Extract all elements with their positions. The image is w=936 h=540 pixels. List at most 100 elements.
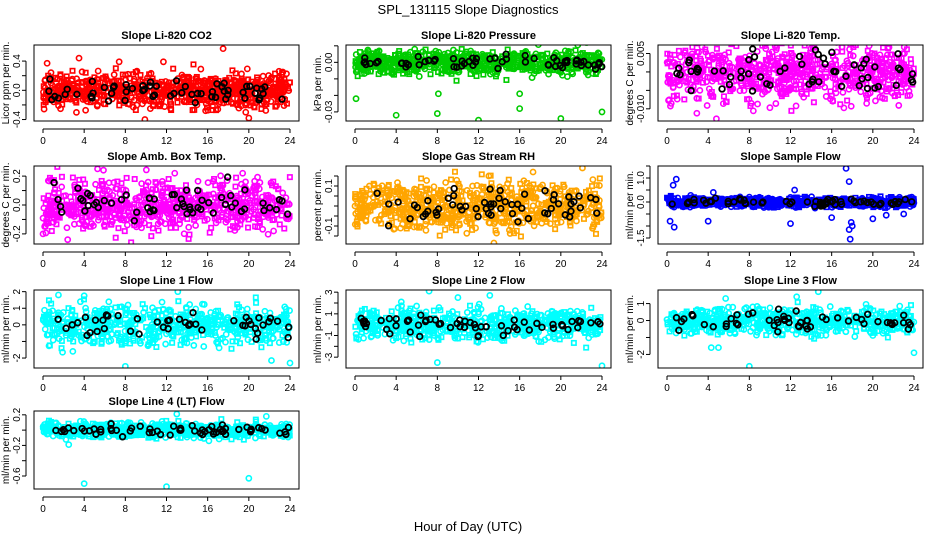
x-tick-label: 8: [747, 259, 753, 270]
data-point: [377, 199, 384, 206]
data-point: [137, 201, 145, 209]
highlight-point: [811, 46, 820, 54]
data-point: [54, 76, 61, 83]
outlier-point: [411, 45, 419, 53]
data-point: [202, 84, 210, 92]
highlight-point: [145, 194, 153, 202]
plot-frame: [657, 44, 924, 122]
data-point: [730, 45, 737, 46]
x-tick-label: 4: [393, 259, 399, 270]
data-point: [63, 224, 71, 232]
data-point: [843, 57, 851, 65]
points-group: [352, 45, 606, 121]
data-point: [593, 69, 600, 77]
outlier-point: [845, 178, 853, 185]
data-point: [113, 185, 121, 193]
highlight-point: [415, 61, 423, 69]
highlight-point: [107, 199, 116, 207]
highlight-point: [584, 61, 593, 69]
data-point: [167, 206, 175, 214]
highlight-point: [256, 94, 264, 102]
y-tick-label: 0.1: [324, 179, 335, 193]
data-point: [139, 301, 146, 308]
highlight-point: [146, 207, 154, 216]
data-point: [480, 71, 487, 78]
data-point: [281, 225, 288, 232]
highlight-point: [494, 64, 502, 73]
data-point: [884, 61, 892, 68]
data-point: [403, 225, 410, 232]
highlight-point: [149, 92, 157, 101]
highlight-point: [821, 60, 829, 68]
highlight-point: [472, 205, 480, 213]
y-axis-label: ml/min per min.: [625, 171, 636, 239]
data-point: [213, 107, 220, 114]
highlight-point: [524, 214, 533, 223]
highlight-point: [575, 192, 583, 200]
highlight-point: [241, 186, 249, 194]
data-point: [131, 176, 138, 183]
highlight-point: [803, 198, 812, 206]
data-point: [748, 79, 755, 87]
highlight-point: [513, 200, 522, 208]
highlight-point: [786, 200, 794, 208]
highlight-point: [166, 92, 175, 100]
data-point: [706, 90, 714, 98]
outlier-point: [670, 223, 678, 231]
data-point: [469, 226, 476, 233]
highlight-point: [272, 205, 281, 214]
y-tick-label: 0.0: [12, 198, 23, 212]
data-point: [890, 54, 898, 62]
data-point: [689, 45, 696, 51]
data-point: [391, 225, 399, 233]
data-point: [749, 107, 757, 115]
data-point: [423, 186, 430, 194]
data-point: [467, 70, 474, 77]
x-tick-label: 8: [747, 136, 753, 147]
data-point: [47, 69, 55, 77]
highlight-point: [121, 96, 129, 105]
data-point: [228, 98, 235, 106]
data-point: [48, 228, 55, 235]
data-point: [286, 174, 293, 181]
data-point: [251, 104, 258, 111]
data-point: [435, 219, 442, 226]
data-point: [704, 52, 711, 59]
data-point: [714, 54, 722, 62]
data-point: [883, 85, 890, 92]
highlight-point: [750, 53, 759, 61]
highlight-point: [424, 197, 432, 205]
data-point: [92, 83, 100, 90]
data-point: [202, 94, 209, 101]
data-point: [69, 67, 76, 74]
data-point: [544, 200, 551, 207]
data-point: [352, 51, 360, 58]
highlight-point: [593, 209, 601, 217]
data-point: [761, 45, 769, 50]
data-point: [879, 94, 886, 102]
data-point: [699, 79, 706, 86]
outlier-point: [754, 100, 761, 108]
data-point: [393, 214, 400, 221]
highlight-point: [246, 82, 254, 91]
data-point: [552, 185, 559, 192]
outlier-point: [475, 116, 482, 121]
outlier-point: [392, 111, 400, 119]
data-point: [135, 93, 143, 101]
data-point: [885, 76, 892, 84]
y-tick-label: -0.2: [12, 225, 23, 243]
highlight-point: [211, 93, 220, 102]
data-point: [666, 73, 673, 80]
highlight-point: [725, 80, 734, 89]
data-point: [107, 213, 114, 220]
data-point: [422, 220, 429, 228]
data-point: [473, 73, 480, 80]
highlight-point: [781, 64, 789, 72]
highlight-point: [809, 75, 817, 84]
data-point: [485, 219, 493, 227]
outlier-point: [847, 218, 855, 226]
data-point: [359, 204, 367, 211]
data-point: [274, 202, 281, 209]
highlight-point: [850, 61, 858, 69]
data-point: [667, 51, 674, 58]
